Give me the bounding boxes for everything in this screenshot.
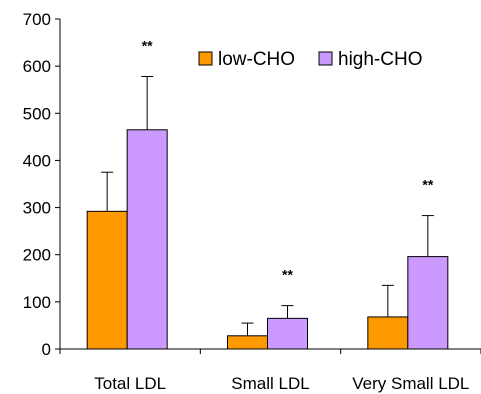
significance-marker: **: [282, 267, 293, 283]
bar-high-cho-1: [267, 317, 308, 350]
y-tick-label: 300: [23, 199, 51, 218]
bar-high-cho-2: [407, 256, 449, 350]
y-axis: 0 100 200 300 400 500 600 700: [23, 10, 61, 359]
significance-annotations: ** ** **: [142, 38, 434, 283]
y-tick-label: 0: [42, 340, 51, 359]
y-tick-label: 100: [23, 293, 51, 312]
y-tick-label: 700: [23, 10, 51, 29]
bar-low-cho-2: [367, 316, 409, 350]
significance-marker: **: [422, 177, 433, 193]
significance-marker: **: [142, 38, 153, 54]
y-tick-label: 500: [23, 104, 51, 123]
y-tick-label: 600: [23, 57, 51, 76]
y-tick-label: 200: [23, 246, 51, 265]
legend: low-CHO high-CHO: [198, 49, 422, 70]
x-axis: Total LDL Small LDL Very Small LDL: [59, 348, 481, 393]
legend-label-high-cho: high-CHO: [338, 49, 422, 70]
error-bars: [101, 76, 434, 336]
bar-low-cho-0: [86, 210, 128, 350]
x-tick-label: Small LDL: [231, 374, 309, 393]
legend-swatch-high-cho: [318, 51, 333, 66]
x-tick-label: Total LDL: [94, 374, 166, 393]
y-tick-label: 400: [23, 151, 51, 170]
bar-low-cho-1: [227, 335, 268, 350]
legend-swatch-low-cho: [198, 51, 213, 66]
legend-label-low-cho: low-CHO: [218, 49, 295, 70]
bars: [86, 129, 449, 350]
x-tick-label: Very Small LDL: [352, 374, 469, 393]
bar-high-cho-0: [126, 129, 168, 350]
